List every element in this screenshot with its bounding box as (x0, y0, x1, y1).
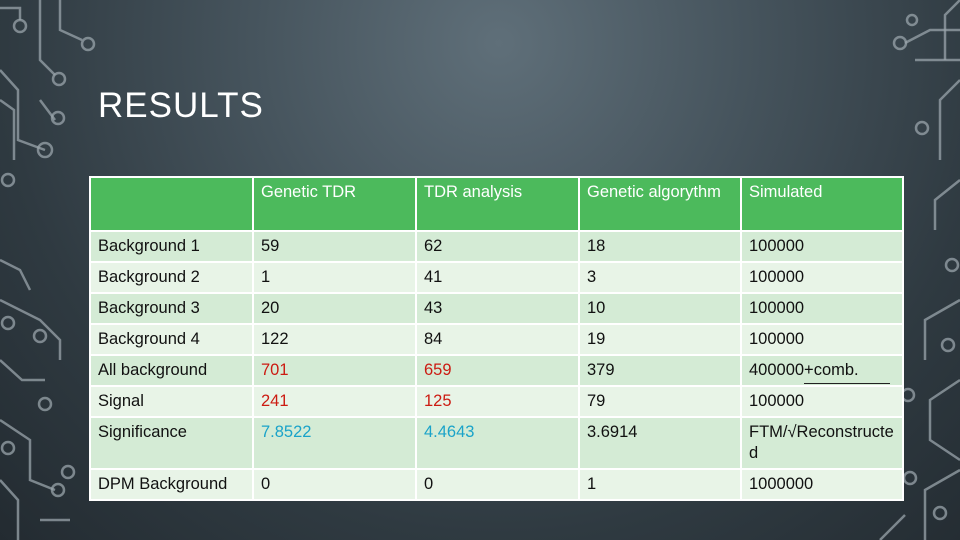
table-cell: 125 (415, 385, 580, 418)
table-cell: 3.6914 (578, 416, 742, 470)
table-row: Background 1 59 62 18 100000 (89, 230, 904, 263)
table-cell: 4.4643 (415, 416, 580, 470)
table-cell: 100000 (740, 292, 904, 325)
row-label: Signal (89, 385, 254, 418)
table-row: Background 2 1 41 3 100000 (89, 261, 904, 294)
table-cell: 379 (578, 354, 742, 387)
table-cell: 62 (415, 230, 580, 263)
table-row: Background 3 20 43 10 100000 (89, 292, 904, 325)
annotation-line (804, 383, 890, 384)
table-cell: 59 (252, 230, 417, 263)
table-cell: 100000 (740, 323, 904, 356)
table-row: All background 701 659 379 400000+comb. (89, 354, 904, 387)
table-cell: FTM/√Reconstructed (740, 416, 904, 470)
table-cell: 79 (578, 385, 742, 418)
header-simulated: Simulated (740, 176, 904, 232)
header-tdr-analysis: TDR analysis (415, 176, 580, 232)
table-cell: 0 (252, 468, 417, 501)
table-cell: 3 (578, 261, 742, 294)
table-cell: 100000 (740, 261, 904, 294)
row-label: Background 2 (89, 261, 254, 294)
table-cell: 659 (415, 354, 580, 387)
table-cell: 0 (415, 468, 580, 501)
table-cell: 100000 (740, 385, 904, 418)
table-cell: 100000 (740, 230, 904, 263)
table-row: Significance 7.8522 4.4643 3.6914 FTM/√R… (89, 416, 904, 470)
table-row: Background 4 122 84 19 100000 (89, 323, 904, 356)
results-table: Genetic TDR TDR analysis Genetic algoryt… (89, 176, 904, 501)
table-row: DPM Background 0 0 1 1000000 (89, 468, 904, 501)
table-cell: 1 (252, 261, 417, 294)
table-cell: 241 (252, 385, 417, 418)
header-cell-empty (89, 176, 254, 232)
header-row: Genetic TDR TDR analysis Genetic algoryt… (89, 176, 904, 232)
row-label: Background 3 (89, 292, 254, 325)
table-cell: 20 (252, 292, 417, 325)
row-label: DPM Background (89, 468, 254, 501)
table-cell: 10 (578, 292, 742, 325)
row-label: Background 1 (89, 230, 254, 263)
table-cell: 1000000 (740, 468, 904, 501)
row-label: Background 4 (89, 323, 254, 356)
table-cell: 7.8522 (252, 416, 417, 470)
table-cell: 84 (415, 323, 580, 356)
table-cell: 43 (415, 292, 580, 325)
row-label: All background (89, 354, 254, 387)
table-cell: 41 (415, 261, 580, 294)
table-cell: 19 (578, 323, 742, 356)
header-genetic-algorythm: Genetic algorythm (578, 176, 742, 232)
slide-title: RESULTS (98, 86, 264, 125)
row-label: Significance (89, 416, 254, 470)
table-cell: 122 (252, 323, 417, 356)
header-genetic-tdr: Genetic TDR (252, 176, 417, 232)
table-row: Signal 241 125 79 100000 (89, 385, 904, 418)
table-cell: 701 (252, 354, 417, 387)
table-cell: 18 (578, 230, 742, 263)
table-cell: 1 (578, 468, 742, 501)
table-cell: 400000+comb. (740, 354, 904, 387)
